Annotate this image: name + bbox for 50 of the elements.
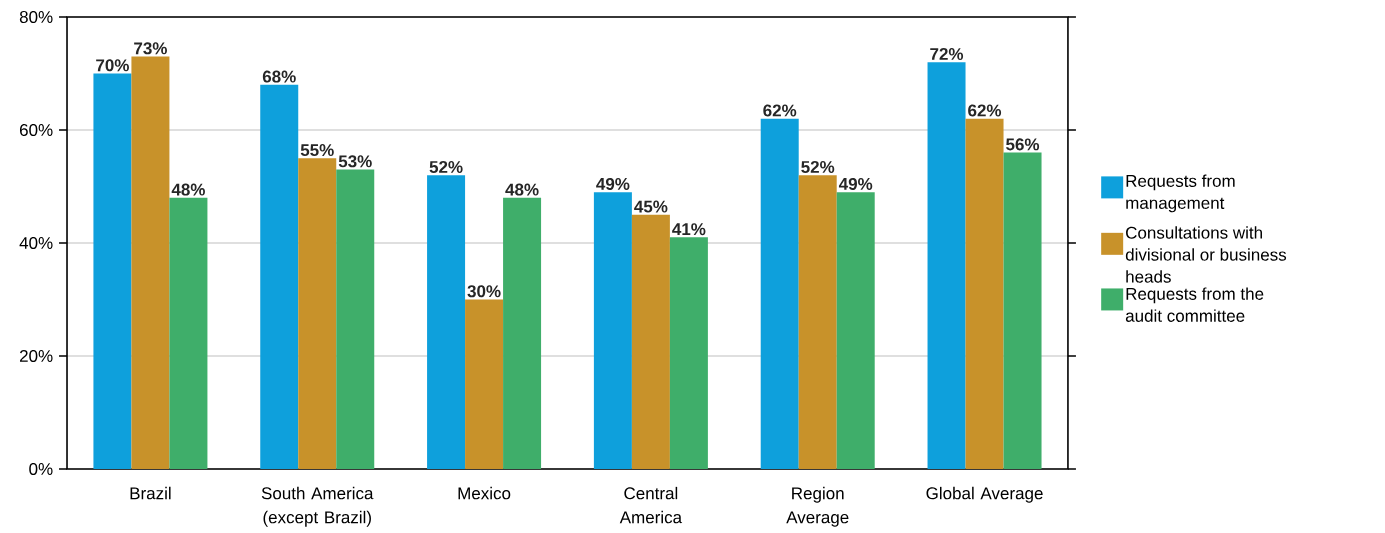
data-label: 73% bbox=[134, 42, 167, 55]
data-label: 49% bbox=[596, 177, 630, 190]
data-label: 62% bbox=[968, 104, 1002, 117]
data-label: 70% bbox=[96, 59, 129, 72]
bar bbox=[631, 214, 670, 469]
data-label: 49% bbox=[838, 177, 873, 190]
y-tick-label: 20% bbox=[19, 349, 53, 363]
data-label: 30% bbox=[467, 285, 501, 298]
y-tick-label: 0% bbox=[29, 462, 53, 476]
y-tick-label: 80% bbox=[19, 10, 53, 24]
bar bbox=[427, 175, 466, 469]
y-tick-label: 40% bbox=[19, 236, 53, 250]
bar bbox=[169, 197, 208, 469]
bar bbox=[760, 118, 799, 469]
data-label: 62% bbox=[763, 104, 797, 117]
data-label: 68% bbox=[262, 70, 296, 83]
bar bbox=[131, 56, 170, 469]
data-label: 52% bbox=[801, 160, 835, 173]
bar bbox=[503, 197, 542, 469]
x-tick-label: Global Average bbox=[926, 486, 1043, 503]
bar bbox=[93, 73, 132, 469]
bar bbox=[965, 118, 1004, 469]
x-tick-label: Mexico bbox=[458, 486, 511, 500]
data-label: 48% bbox=[171, 183, 205, 196]
legend-label: Consultations with divisional or business heads bbox=[1125, 226, 1287, 283]
legend-label: Requests from the audit committee bbox=[1125, 287, 1264, 322]
legend-label: Requests from management bbox=[1126, 174, 1235, 213]
data-label: 72% bbox=[930, 48, 964, 60]
y-tick-label: 60% bbox=[19, 123, 53, 137]
bar bbox=[669, 237, 708, 469]
bar bbox=[927, 62, 966, 469]
data-label: 53% bbox=[338, 155, 372, 168]
x-tick-label: Central America bbox=[619, 486, 683, 524]
bar bbox=[593, 192, 632, 469]
bar bbox=[798, 175, 837, 469]
bar bbox=[260, 84, 299, 469]
data-label: 55% bbox=[300, 144, 334, 157]
bar bbox=[836, 192, 875, 469]
bar bbox=[336, 169, 375, 469]
data-label: 48% bbox=[505, 183, 539, 196]
data-label: 56% bbox=[1006, 138, 1040, 151]
x-tick-label: Region Average bbox=[786, 486, 849, 527]
data-label: 41% bbox=[672, 223, 706, 236]
bar bbox=[1003, 152, 1042, 469]
bar bbox=[465, 299, 504, 469]
data-label: 45% bbox=[634, 200, 668, 213]
x-tick-label: South America (except Brazil) bbox=[261, 486, 374, 527]
x-tick-label: Brazil bbox=[130, 486, 171, 500]
bar bbox=[298, 158, 337, 469]
data-label: 52% bbox=[429, 160, 463, 173]
